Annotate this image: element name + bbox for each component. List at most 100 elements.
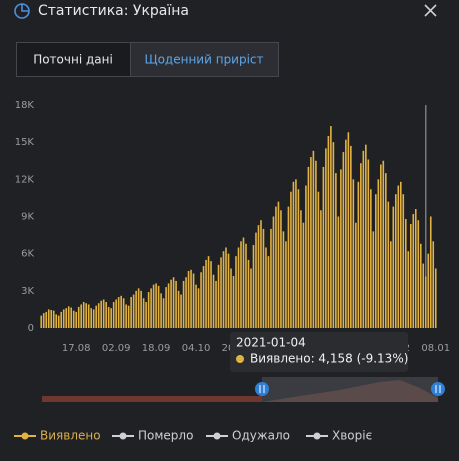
bar — [57, 315, 60, 328]
bar — [350, 145, 352, 328]
bar — [217, 264, 220, 328]
bar — [112, 301, 115, 328]
bar — [332, 142, 335, 328]
bar — [240, 241, 242, 328]
panel-title: Статистика: Україна — [38, 3, 189, 19]
bar — [245, 243, 247, 328]
bar — [337, 216, 340, 328]
bar — [377, 179, 380, 328]
bar — [147, 292, 150, 328]
x-tick-label: 04.10 — [182, 343, 211, 354]
bar — [307, 166, 310, 328]
bar — [140, 290, 142, 328]
bar — [375, 194, 377, 328]
bar — [322, 166, 325, 328]
bar — [270, 228, 272, 328]
x-tick-label: 18.09 — [142, 343, 171, 354]
tab[interactable]: Щоденний приріст — [144, 53, 263, 67]
y-tick-label: 12K — [15, 174, 35, 185]
bar — [175, 280, 177, 328]
bar — [385, 173, 387, 328]
bar — [145, 301, 147, 328]
y-tick-label: 6K — [21, 249, 34, 260]
bar — [392, 206, 395, 328]
y-tick-label: 3K — [21, 286, 34, 297]
bar — [95, 305, 97, 328]
bar — [215, 280, 217, 328]
tooltip-dot — [236, 355, 244, 363]
bar — [102, 299, 105, 328]
bar — [40, 315, 43, 328]
bar — [195, 284, 197, 328]
x-tick-label: 02.09 — [102, 343, 131, 354]
bar — [300, 210, 302, 328]
bar — [190, 269, 192, 328]
bar — [287, 206, 290, 328]
bar — [320, 210, 322, 328]
bar — [87, 304, 90, 328]
bar — [60, 311, 63, 328]
bar — [414, 209, 417, 328]
bar — [42, 313, 45, 328]
bar — [397, 185, 400, 328]
bar — [277, 201, 280, 328]
bar — [155, 283, 157, 328]
tooltip-value: Виявлено: 4,158 (-9.13%) — [250, 352, 408, 366]
bar — [352, 179, 355, 328]
x-tick-label: 08.01 — [421, 343, 450, 354]
bar — [150, 288, 152, 328]
y-tick-label: 0 — [28, 323, 34, 334]
bar — [255, 232, 257, 328]
bar — [157, 285, 160, 328]
bar — [297, 189, 300, 328]
bar — [312, 150, 315, 328]
bar — [330, 126, 332, 328]
bar — [325, 148, 327, 328]
bar — [267, 256, 270, 328]
bar — [202, 266, 205, 328]
bar — [52, 310, 55, 328]
bar — [62, 309, 65, 328]
bar — [97, 303, 100, 328]
bar — [137, 288, 140, 328]
bar — [257, 225, 260, 328]
tab[interactable]: Поточні дані — [33, 53, 113, 67]
bar — [220, 257, 222, 328]
bar — [207, 256, 210, 328]
legend-item[interactable]: Померло — [112, 429, 193, 443]
bar — [427, 253, 430, 328]
bar — [315, 160, 317, 328]
legend-dot — [313, 432, 321, 440]
bar — [160, 293, 162, 328]
bar — [317, 191, 320, 328]
legend-item[interactable]: Виявлено — [14, 429, 101, 443]
legend-item[interactable]: Одужало — [206, 429, 290, 443]
legend-dot — [213, 432, 221, 440]
bar — [429, 216, 432, 328]
bar — [342, 152, 345, 328]
bar — [422, 263, 425, 328]
bar — [345, 139, 347, 328]
bar — [357, 181, 360, 328]
bar — [122, 298, 125, 328]
bar — [92, 309, 95, 328]
bar — [295, 179, 297, 328]
bar — [347, 132, 350, 328]
bar — [152, 284, 155, 328]
bar — [82, 301, 85, 328]
bar — [177, 290, 180, 328]
close-button[interactable] — [424, 4, 437, 17]
bar — [247, 259, 250, 328]
bar — [100, 300, 102, 328]
bar — [395, 194, 397, 328]
y-tick-label: 18K — [15, 100, 35, 111]
bar — [310, 157, 312, 328]
bar — [280, 210, 282, 328]
legend-item[interactable]: Хворіє — [306, 429, 372, 443]
bar — [205, 259, 207, 328]
tooltip-date: 2021-01-04 — [236, 336, 306, 350]
bar — [65, 308, 68, 328]
bar — [360, 163, 362, 328]
bar — [85, 303, 87, 328]
bar — [77, 306, 80, 328]
